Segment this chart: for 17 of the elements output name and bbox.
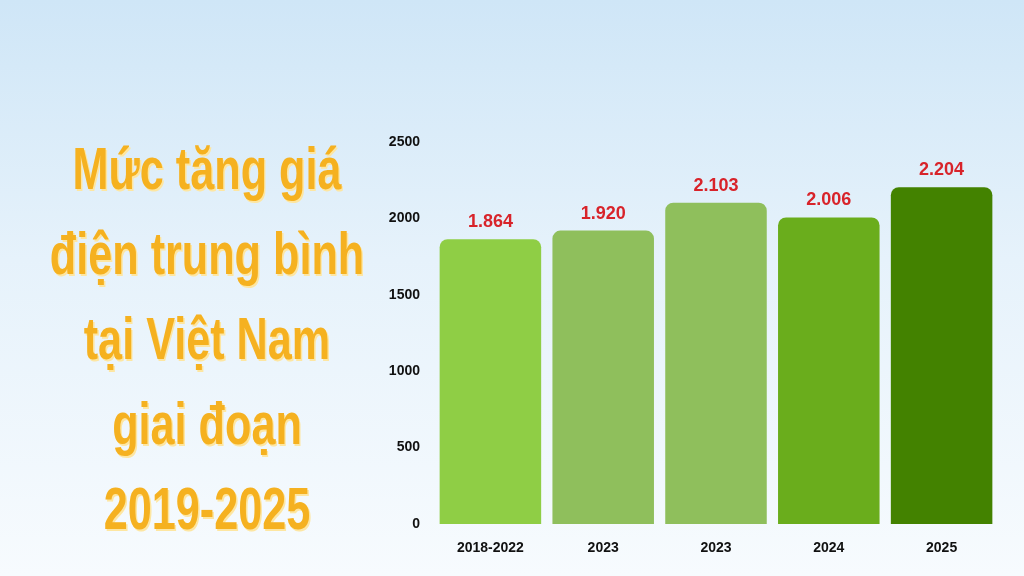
x-tick-label: 2023	[587, 539, 619, 556]
y-tick-label: 0	[412, 514, 421, 531]
x-tick-label: 2018-2022	[456, 539, 525, 556]
y-tick-label: 2500	[388, 132, 421, 149]
y-tick-label: 2000	[388, 209, 421, 226]
chart-title: Mức tăng giá điện trung bình tại Việt Nam giai đoạn 2019-2025	[49, 135, 365, 542]
y-tick-label: 1500	[388, 285, 421, 302]
data-label: 2.204	[919, 159, 965, 180]
x-tick-label: 2023	[700, 539, 732, 556]
y-tick-label: 500	[396, 438, 421, 455]
x-tick-label: 2025	[926, 539, 958, 556]
data-label: 2.103	[693, 174, 739, 195]
data-label: 2.006	[806, 189, 852, 210]
y-tick-label: 1000	[388, 362, 421, 379]
data-label: 1.864	[467, 211, 513, 232]
x-tick-label: 2024	[813, 539, 845, 556]
data-label: 1.920	[580, 202, 626, 223]
